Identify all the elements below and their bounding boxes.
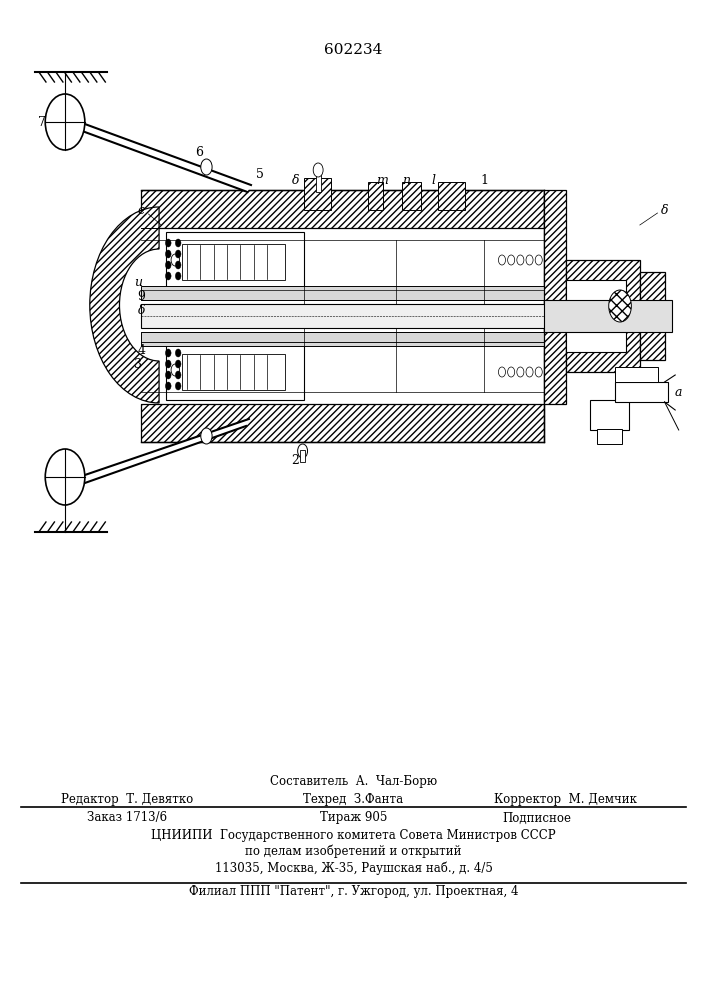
Circle shape: [508, 367, 515, 377]
Circle shape: [175, 261, 181, 269]
Bar: [640, 272, 665, 360]
Text: 602234: 602234: [325, 43, 382, 57]
Circle shape: [165, 382, 171, 390]
Circle shape: [45, 94, 85, 150]
Polygon shape: [85, 124, 251, 192]
Text: m: m: [376, 174, 387, 186]
Text: 113035, Москва, Ж-35, Раушская наб., д. 4/5: 113035, Москва, Ж-35, Раушская наб., д. …: [214, 861, 493, 875]
Bar: [566, 260, 640, 372]
Text: Корректор  М. Демчик: Корректор М. Демчик: [494, 794, 637, 806]
Bar: [597, 429, 622, 444]
Bar: [438, 182, 465, 210]
Text: a: a: [675, 385, 682, 398]
Bar: [141, 286, 665, 300]
Text: Тираж 905: Тираж 905: [320, 812, 387, 824]
Circle shape: [165, 239, 171, 247]
Bar: [566, 280, 626, 352]
Bar: [304, 178, 331, 210]
Text: 5: 5: [256, 168, 264, 182]
Text: 3: 3: [134, 358, 142, 370]
Circle shape: [201, 428, 212, 444]
Circle shape: [313, 163, 323, 177]
Text: 7: 7: [38, 116, 47, 129]
Text: Филиал ППП "Патент", г. Ужгород, ул. Проектная, 4: Филиал ППП "Патент", г. Ужгород, ул. Про…: [189, 886, 518, 898]
Circle shape: [175, 371, 181, 379]
Bar: [141, 404, 544, 442]
Bar: [182, 244, 285, 280]
Circle shape: [175, 272, 181, 280]
Text: 2: 2: [291, 454, 300, 466]
Text: 4: 4: [137, 344, 146, 357]
Bar: [368, 182, 383, 210]
Text: Техред  З.Фанта: Техред З.Фанта: [303, 794, 404, 806]
Text: Подписное: Подписное: [503, 812, 572, 824]
Circle shape: [45, 449, 85, 505]
Polygon shape: [85, 419, 249, 483]
Bar: [141, 332, 665, 346]
Text: 9: 9: [137, 290, 146, 302]
Text: Составитель  А.  Чал-Борю: Составитель А. Чал-Борю: [270, 776, 437, 788]
Bar: [590, 400, 629, 430]
Bar: [402, 182, 421, 210]
Text: e: e: [138, 204, 145, 217]
Circle shape: [175, 382, 181, 390]
Circle shape: [526, 367, 533, 377]
Bar: [166, 342, 304, 400]
Circle shape: [535, 367, 542, 377]
Circle shape: [498, 367, 506, 377]
Circle shape: [508, 255, 515, 265]
Text: Заказ 1713/6: Заказ 1713/6: [87, 812, 168, 824]
Circle shape: [609, 290, 631, 322]
Text: ЦНИИПИ  Государственного комитета Совета Министров СССР: ЦНИИПИ Государственного комитета Совета …: [151, 828, 556, 842]
Circle shape: [171, 254, 180, 266]
Circle shape: [165, 371, 171, 379]
Text: δ: δ: [292, 174, 299, 186]
Bar: [141, 304, 665, 328]
Text: l: l: [431, 174, 436, 186]
Circle shape: [175, 360, 181, 368]
Circle shape: [175, 239, 181, 247]
Bar: [166, 232, 304, 290]
Text: n: n: [402, 174, 411, 186]
Circle shape: [298, 444, 308, 458]
Circle shape: [526, 255, 533, 265]
Text: 6: 6: [195, 146, 204, 159]
Circle shape: [165, 250, 171, 258]
Text: 1: 1: [480, 174, 489, 186]
Bar: [615, 382, 668, 402]
Bar: [615, 367, 658, 382]
Bar: [544, 190, 566, 404]
Circle shape: [165, 272, 171, 280]
Text: Редактор  Т. Девятко: Редактор Т. Девятко: [61, 794, 194, 806]
Circle shape: [535, 255, 542, 265]
Text: u: u: [134, 276, 142, 290]
Bar: [182, 354, 285, 390]
Circle shape: [171, 364, 180, 376]
Circle shape: [517, 255, 524, 265]
Circle shape: [165, 261, 171, 269]
Text: δ: δ: [661, 204, 668, 217]
Circle shape: [165, 349, 171, 357]
Circle shape: [175, 349, 181, 357]
Circle shape: [498, 255, 506, 265]
Bar: [300, 450, 305, 462]
Bar: [316, 172, 321, 192]
Circle shape: [201, 159, 212, 175]
Bar: [141, 190, 544, 228]
Wedge shape: [90, 207, 159, 403]
Circle shape: [175, 250, 181, 258]
Text: δ: δ: [138, 304, 145, 316]
Bar: [544, 300, 672, 332]
Circle shape: [517, 367, 524, 377]
Text: по делам изобретений и открытий: по делам изобретений и открытий: [245, 844, 462, 858]
Circle shape: [165, 360, 171, 368]
